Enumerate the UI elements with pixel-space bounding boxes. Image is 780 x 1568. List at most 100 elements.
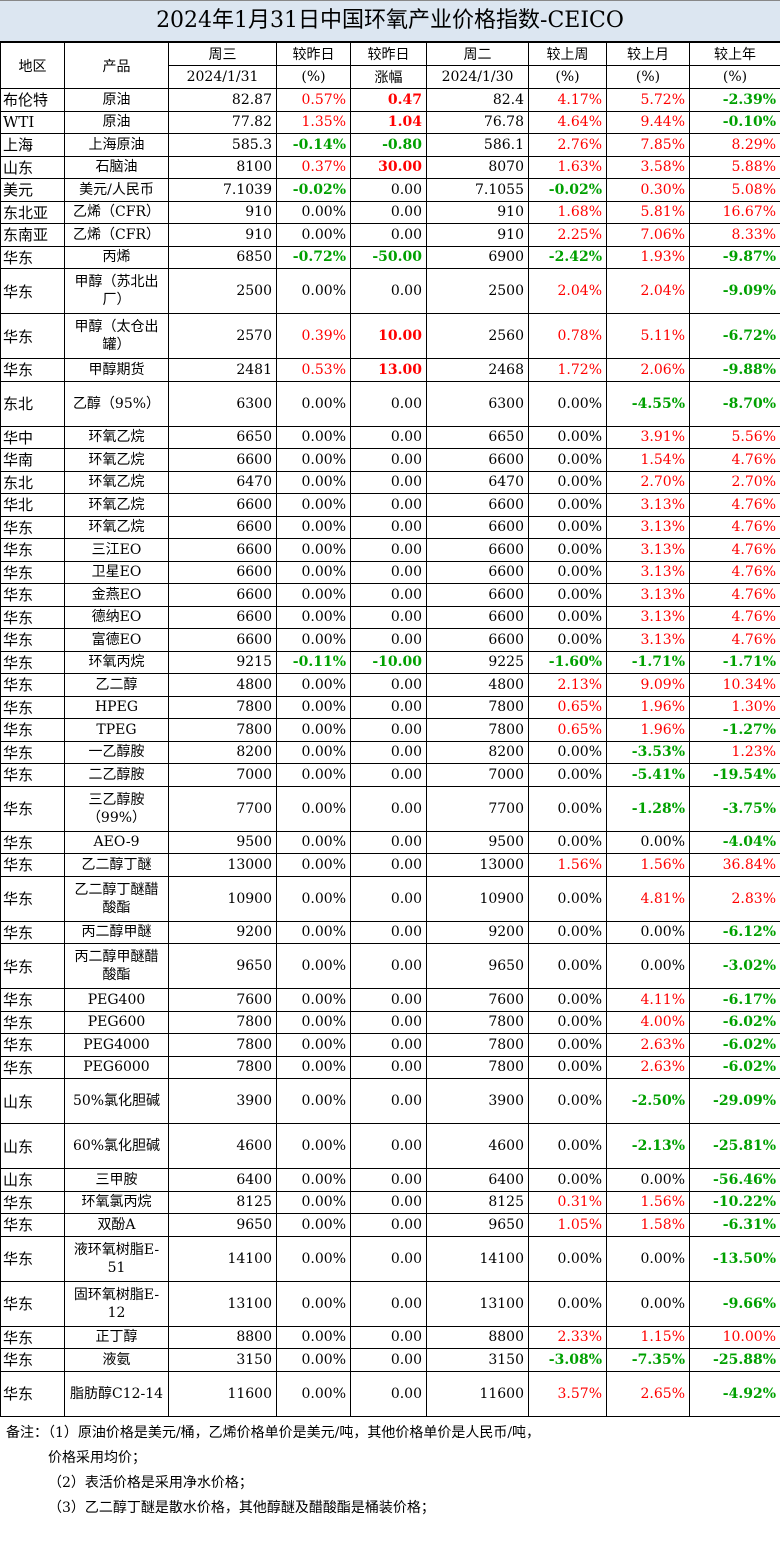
product-cell: 德纳EO bbox=[64, 605, 169, 629]
tue-price-cell: 7800 bbox=[426, 1010, 529, 1034]
region-cell: 华中 bbox=[0, 425, 65, 449]
yoy-cell: -4.92% bbox=[689, 1370, 780, 1417]
wed-price-cell: 9215 bbox=[168, 650, 277, 674]
dod-pct-cell: 0.00% bbox=[276, 1348, 351, 1372]
dod-pct-cell: 0.00% bbox=[276, 583, 351, 607]
dod-chg-cell: 0.00 bbox=[350, 1168, 427, 1192]
wow-cell: 0.00% bbox=[528, 1168, 607, 1192]
region-cell: 华东 bbox=[0, 515, 65, 539]
wow-cell: 0.78% bbox=[528, 313, 607, 359]
table-row: 华东 液氨 3150 0.00% 0.00 3150 -3.08% -7.35% -25.88% bbox=[0, 1348, 780, 1372]
dod-chg-cell: 0.00 bbox=[350, 560, 427, 584]
mom-cell: 1.96% bbox=[606, 695, 690, 719]
wow-cell: 2.25% bbox=[528, 223, 607, 247]
wed-price-cell: 9500 bbox=[168, 830, 277, 854]
wed-price-cell: 910 bbox=[168, 200, 277, 224]
mom-cell: 2.04% bbox=[606, 268, 690, 314]
product-cell: 原油 bbox=[64, 88, 169, 112]
tue-price-cell: 6600 bbox=[426, 515, 529, 539]
table-row: 华东 环氧乙烷 6600 0.00% 0.00 6600 0.00% 3.13% 4.76% bbox=[0, 515, 780, 539]
wow-cell: 0.00% bbox=[528, 560, 607, 584]
mom-cell: -4.55% bbox=[606, 380, 690, 427]
yoy-cell: -3.75% bbox=[689, 785, 780, 832]
yoy-cell: -8.70% bbox=[689, 380, 780, 427]
wow-cell: 4.17% bbox=[528, 88, 607, 112]
wed-price-cell: 585.3 bbox=[168, 133, 277, 157]
dod-pct-cell: 0.00% bbox=[276, 448, 351, 472]
tue-price-cell: 9225 bbox=[426, 650, 529, 674]
wed-price-cell: 7000 bbox=[168, 763, 277, 787]
region-cell: 华东 bbox=[0, 763, 65, 787]
dod-chg-cell: 0.00 bbox=[350, 470, 427, 494]
wed-price-cell: 77.82 bbox=[168, 110, 277, 134]
table-row: 华东 乙二醇 4800 0.00% 0.00 4800 2.13% 9.09% 10.34% bbox=[0, 673, 780, 697]
region-cell: 东北 bbox=[0, 470, 65, 494]
wed-price-cell: 6850 bbox=[168, 245, 277, 269]
dod-chg-cell: 0.00 bbox=[350, 425, 427, 449]
mom-cell: 4.00% bbox=[606, 1010, 690, 1034]
dod-pct-cell: 0.00% bbox=[276, 740, 351, 764]
yoy-cell: -9.88% bbox=[689, 358, 780, 382]
product-cell: 乙烯（CFR） bbox=[64, 200, 169, 224]
wed-price-cell: 9650 bbox=[168, 1213, 277, 1237]
region-cell: 华东 bbox=[0, 1370, 65, 1417]
dod-pct-cell: 0.39% bbox=[276, 313, 351, 359]
dod-chg-cell: -0.80 bbox=[350, 133, 427, 157]
region-cell: 美元 bbox=[0, 178, 65, 202]
tue-price-cell: 910 bbox=[426, 223, 529, 247]
region-cell: 华东 bbox=[0, 853, 65, 877]
tue-price-cell: 7800 bbox=[426, 718, 529, 742]
dod-chg-cell: 0.00 bbox=[350, 830, 427, 854]
wed-price-cell: 4800 bbox=[168, 673, 277, 697]
yoy-cell: 16.67% bbox=[689, 200, 780, 224]
product-cell: 一乙醇胺 bbox=[64, 740, 169, 764]
wow-cell: 0.00% bbox=[528, 763, 607, 787]
dod-pct-cell: 0.00% bbox=[276, 695, 351, 719]
region-cell: 华东 bbox=[0, 943, 65, 989]
wow-cell: 2.33% bbox=[528, 1325, 607, 1349]
dod-chg-cell: 0.00 bbox=[350, 1055, 427, 1079]
tue-price-cell: 7.1055 bbox=[426, 178, 529, 202]
wow-cell: 2.76% bbox=[528, 133, 607, 157]
wed-price-cell: 8125 bbox=[168, 1190, 277, 1214]
product-cell: 乙二醇丁醚醋酸酯 bbox=[64, 875, 169, 922]
table-row: 华东 三江EO 6600 0.00% 0.00 6600 0.00% 3.13% 4.76% bbox=[0, 538, 780, 562]
mom-cell: 0.00% bbox=[606, 1280, 690, 1327]
product-cell: PEG400 bbox=[64, 988, 169, 1012]
yoy-cell: -56.46% bbox=[689, 1168, 780, 1192]
wow-cell: 0.65% bbox=[528, 695, 607, 719]
product-cell: AEO-9 bbox=[64, 830, 169, 854]
yoy-cell: 4.76% bbox=[689, 583, 780, 607]
mom-cell: 7.06% bbox=[606, 223, 690, 247]
wed-price-cell: 3150 bbox=[168, 1348, 277, 1372]
mom-cell: 5.81% bbox=[606, 200, 690, 224]
dod-chg-cell: -50.00 bbox=[350, 245, 427, 269]
dod-pct-cell: 0.00% bbox=[276, 673, 351, 697]
mom-cell: 1.96% bbox=[606, 718, 690, 742]
region-cell: 华东 bbox=[0, 313, 65, 359]
mom-cell: 0.00% bbox=[606, 830, 690, 854]
tue-price-cell: 4600 bbox=[426, 1123, 529, 1169]
mom-cell: 4.11% bbox=[606, 988, 690, 1012]
dod-pct-cell: 0.00% bbox=[276, 1280, 351, 1327]
region-cell: 山东 bbox=[0, 155, 65, 179]
tue-price-cell: 6900 bbox=[426, 245, 529, 269]
tue-price-cell: 9650 bbox=[426, 1213, 529, 1237]
region-cell: 华东 bbox=[0, 1348, 65, 1372]
tue-price-cell: 14100 bbox=[426, 1235, 529, 1282]
table-row: 华东 乙二醇丁醚醋酸酯 10900 0.00% 0.00 10900 0.00% 4.81% 2… bbox=[0, 875, 780, 922]
dod-pct-cell: 0.00% bbox=[276, 1213, 351, 1237]
mom-cell: 9.44% bbox=[606, 110, 690, 134]
table-row: 华东 正丁醇 8800 0.00% 0.00 8800 2.33% 1.15% 10.00% bbox=[0, 1325, 780, 1349]
mom-cell: 2.65% bbox=[606, 1370, 690, 1417]
table-row: 东北 环氧乙烷 6470 0.00% 0.00 6470 0.00% 2.70% 2.70% bbox=[0, 470, 780, 494]
table-row: 东北亚 乙烯（CFR） 910 0.00% 0.00 910 1.68% 5.81% 16.67… bbox=[0, 200, 780, 224]
dod-chg-cell: 0.00 bbox=[350, 695, 427, 719]
wow-cell: 0.00% bbox=[528, 740, 607, 764]
product-cell: 富德EO bbox=[64, 628, 169, 652]
yoy-cell: -13.50% bbox=[689, 1235, 780, 1282]
dod-chg-cell: 0.00 bbox=[350, 718, 427, 742]
table-row: 上海 上海原油 585.3 -0.14% -0.80 586.1 2.76% 7.85% 8.2… bbox=[0, 133, 780, 157]
product-cell: PEG600 bbox=[64, 1010, 169, 1034]
header-tue: 周二 bbox=[426, 42, 529, 66]
